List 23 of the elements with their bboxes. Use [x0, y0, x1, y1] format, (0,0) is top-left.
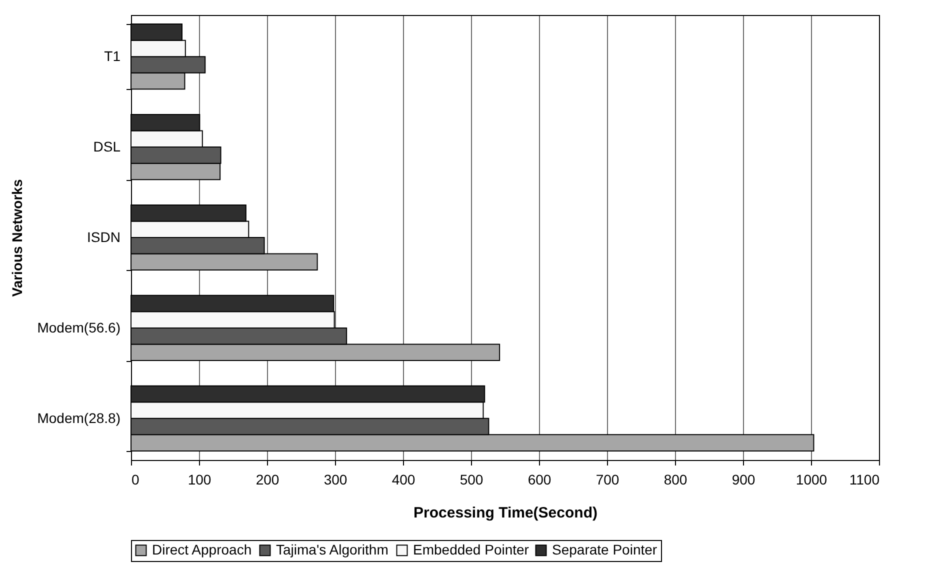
legend-label: Tajima's Algorithm	[276, 541, 388, 558]
x-tick-label: 800	[664, 472, 688, 488]
y-tick-label: DSL	[93, 138, 121, 155]
x-axis-title: Processing Time(Second)	[414, 504, 598, 522]
x-tick-label: 600	[528, 472, 552, 488]
y-tick-label: Modem(56.6)	[37, 319, 120, 336]
legend-label: Direct Approach	[152, 541, 252, 558]
x-tick-label: 0	[132, 472, 140, 488]
y-tick-label: Modem(28.8)	[37, 410, 120, 426]
x-tick-label: 200	[256, 472, 280, 488]
x-tick-label: 100	[188, 472, 212, 488]
y-axis-title: Various Networks	[9, 179, 26, 297]
y-tick-label: ISDN	[87, 229, 120, 245]
y-tick-label: T1	[104, 48, 121, 64]
legend-label: Separate Pointer	[552, 541, 658, 558]
x-tick-label: 700	[596, 472, 620, 488]
x-tick-label: 1000	[796, 472, 828, 488]
x-tick-label: 500	[460, 472, 484, 488]
x-tick-label: 300	[324, 472, 348, 488]
x-tick-label: 1100	[849, 472, 880, 488]
x-tick-label: 900	[732, 472, 756, 488]
legend-label: Embedded Pointer	[413, 541, 530, 558]
x-tick-label: 400	[392, 472, 416, 488]
